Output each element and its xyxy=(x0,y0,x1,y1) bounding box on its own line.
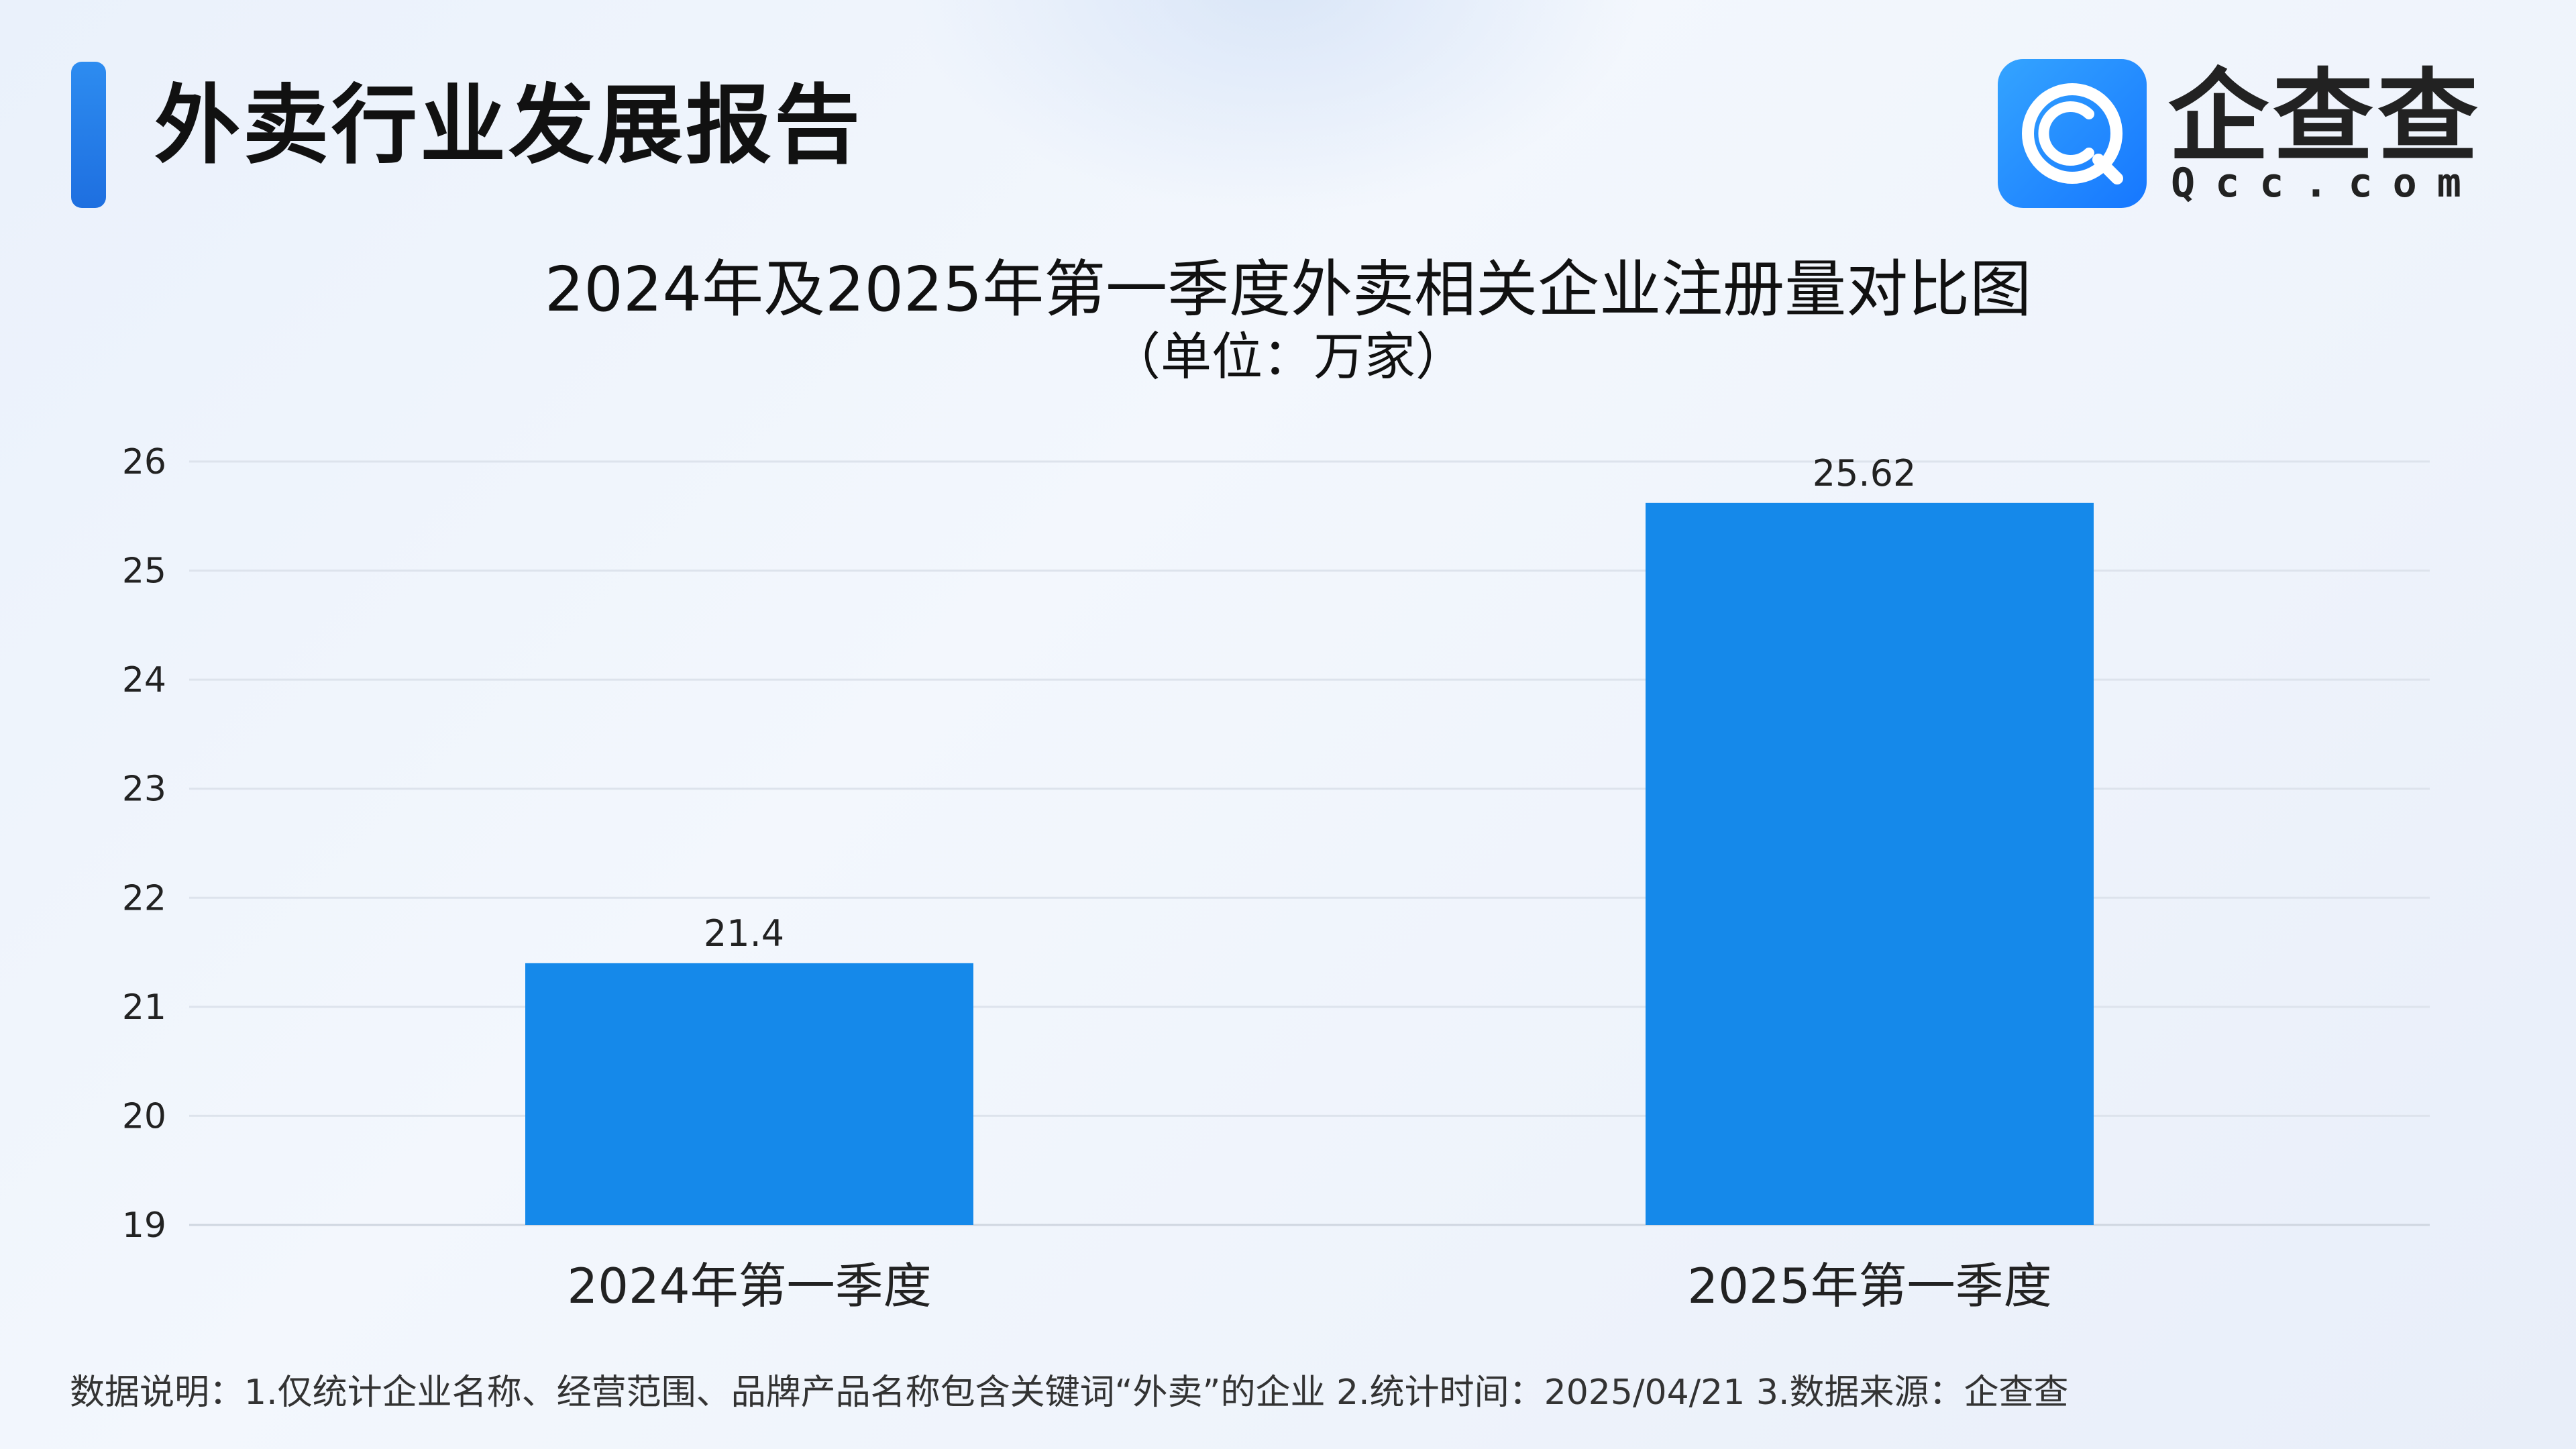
brand-name: 企查查 xyxy=(2168,59,2483,176)
y-tick-label: 20 xyxy=(122,1096,166,1136)
qcc-logo-icon xyxy=(1998,59,2147,208)
brand-url: Qcc.com xyxy=(2171,160,2481,207)
chart-subtitle: （单位：万家） xyxy=(1110,327,1466,386)
chart-title: 2024年及2025年第一季度外卖相关企业注册量对比图 xyxy=(544,254,2032,325)
bar-layer xyxy=(525,502,2094,1226)
data-label: 25.62 xyxy=(1813,452,1917,494)
label-layer: 19 20 21 22 23 24 25 26 21.4 2024年第一季度 25.62 2025年第… xyxy=(122,442,2052,1314)
x-tick-label: 2025年第一季度 xyxy=(1687,1258,2051,1314)
y-tick-label: 19 xyxy=(122,1205,166,1246)
bar xyxy=(525,963,973,1225)
y-tick-label: 21 xyxy=(122,987,166,1028)
data-footnote: 数据说明：1.仅统计企业名称、经营范围、品牌产品名称包含关键词“外卖”的企业 2… xyxy=(70,1373,2069,1413)
x-tick-label: 2024年第一季度 xyxy=(567,1258,931,1314)
data-label: 21.4 xyxy=(704,912,784,955)
bar xyxy=(1646,502,2094,1226)
title-accent-bar xyxy=(71,62,106,208)
y-tick-label: 26 xyxy=(122,442,166,482)
y-tick-label: 23 xyxy=(122,769,166,810)
report-title: 外卖行业发展报告 xyxy=(154,76,863,176)
y-tick-label: 22 xyxy=(122,878,166,918)
y-tick-label: 24 xyxy=(122,660,166,700)
qcc-logo-mark xyxy=(2022,83,2123,184)
y-tick-label: 25 xyxy=(122,551,166,592)
